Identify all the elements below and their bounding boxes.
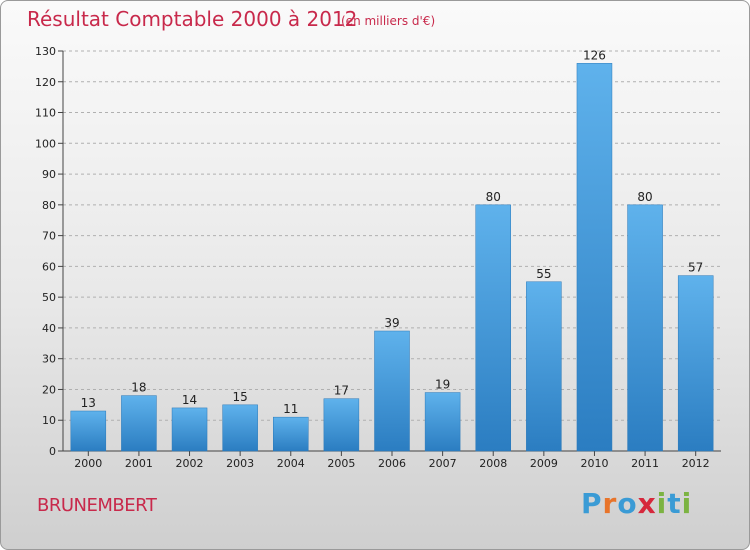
bar [273, 416, 309, 452]
y-axis: 0 10 20 30 40 50 60 70 80 90 100 110 120 130 [35, 45, 64, 458]
x-tick-label: 2001 [125, 457, 153, 470]
x-tick-label: 2008 [479, 457, 507, 470]
bar [576, 63, 613, 452]
bar [475, 204, 511, 452]
bar [121, 395, 157, 452]
y-tick-label: 70 [42, 230, 56, 243]
bar-data-label: 14 [182, 393, 197, 407]
bar-data-label: 17 [334, 384, 349, 398]
bars: 13 18 14 15 11 17 39 19 80 55 126 80 57 [70, 48, 714, 452]
bar-data-label: 19 [435, 378, 450, 392]
bar [374, 330, 410, 452]
bar-data-label: 55 [536, 267, 551, 281]
bar [70, 410, 107, 452]
x-tick-label: 2002 [176, 457, 204, 470]
logo-letter: P [581, 487, 603, 520]
y-tick-label: 50 [42, 291, 56, 304]
y-tick-label: 110 [35, 107, 56, 120]
x-tick-label: 2004 [277, 457, 305, 470]
bar-data-label: 11 [283, 402, 298, 416]
bar [222, 404, 258, 452]
x-tick-label: 2011 [631, 457, 659, 470]
chart-title: Résultat Comptable 2000 à 2012 [27, 7, 358, 31]
logo-letter: o [617, 487, 638, 520]
bar-data-label: 57 [688, 261, 703, 275]
bar-data-label: 39 [384, 316, 399, 330]
x-tick-label: 2012 [682, 457, 710, 470]
y-tick-label: 80 [42, 199, 56, 212]
y-tick-label: 40 [42, 322, 56, 335]
y-tick-label: 60 [42, 260, 56, 273]
x-tick-label: 2007 [429, 457, 457, 470]
x-tick-label: 2005 [327, 457, 355, 470]
commune-name: BRUNEMBERT [37, 495, 157, 516]
y-tick-label: 100 [35, 137, 56, 150]
bar [526, 281, 562, 452]
logo-letter: x [637, 487, 657, 520]
bar [424, 392, 461, 452]
x-axis: 2000 2001 2002 2003 2004 2005 2006 2007 2008 2009… [63, 450, 721, 470]
y-tick-label: 120 [35, 76, 56, 89]
bar [323, 398, 360, 452]
x-tick-label: 2003 [226, 457, 254, 470]
bar [677, 275, 714, 452]
logo-letter: i [681, 487, 693, 520]
x-tick-label: 2010 [580, 457, 608, 470]
bar-data-label: 18 [131, 381, 146, 395]
logo-letter: t [667, 487, 682, 520]
logo-letter: i [656, 487, 668, 520]
bar-data-label: 80 [486, 190, 501, 204]
bar [627, 204, 663, 452]
chart-subtitle: (en milliers d'€) [341, 14, 436, 28]
bar-data-label: 15 [233, 390, 248, 404]
y-tick-label: 20 [42, 383, 56, 396]
bar [171, 407, 208, 452]
logo-letter: r [602, 487, 618, 520]
y-tick-label: 10 [42, 414, 56, 427]
y-tick-label: 0 [49, 445, 56, 458]
y-tick-label: 130 [35, 45, 56, 58]
bar-data-label: 126 [583, 48, 606, 62]
y-tick-label: 30 [42, 353, 56, 366]
x-tick-label: 2009 [530, 457, 558, 470]
y-tick-label: 90 [42, 168, 56, 181]
x-tick-label: 2000 [74, 457, 102, 470]
bar-data-label: 13 [81, 396, 96, 410]
x-tick-label: 2006 [378, 457, 406, 470]
proxiti-logo: Proxiti [581, 487, 692, 520]
bar-data-label: 80 [637, 190, 652, 204]
